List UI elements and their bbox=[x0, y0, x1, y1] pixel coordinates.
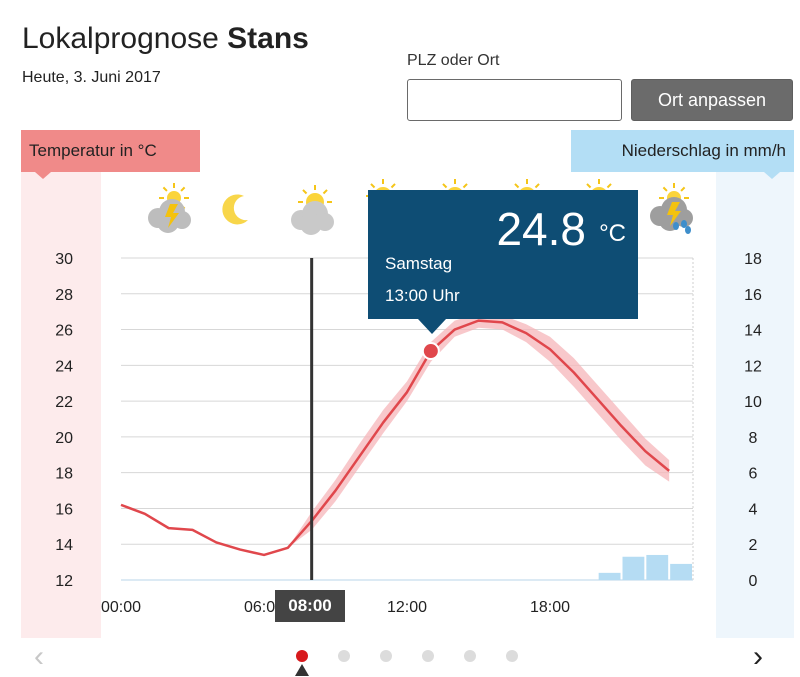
day-dot[interactable] bbox=[296, 650, 308, 662]
precipitation-tick-label: 14 bbox=[744, 323, 762, 340]
next-day-arrow-icon[interactable]: › bbox=[753, 640, 763, 673]
precipitation-tick-label: 18 bbox=[744, 251, 762, 268]
plz-label: PLZ oder Ort bbox=[407, 52, 500, 69]
active-day-caret-icon bbox=[295, 664, 309, 676]
temperature-line bbox=[120, 319, 670, 557]
precipitation-bar bbox=[646, 554, 669, 580]
temperature-tick-label: 26 bbox=[55, 323, 73, 340]
day-dot[interactable] bbox=[338, 650, 350, 662]
title-place: Stans bbox=[227, 22, 309, 55]
temperature-uncertainty-band bbox=[121, 313, 670, 555]
time-tick-label: 00:00 bbox=[101, 599, 141, 616]
temperature-tick-label: 30 bbox=[55, 251, 73, 268]
temperature-tick-label: 12 bbox=[55, 573, 73, 590]
precipitation-bar bbox=[670, 563, 692, 580]
precipitation-tick-label: 12 bbox=[744, 358, 762, 375]
precipitation-tick-label: 16 bbox=[744, 287, 762, 304]
temperature-tooltip: 24.8 °C Samstag 13:00 Uhr bbox=[368, 190, 638, 334]
page-title: Lokalprognose Stans bbox=[22, 22, 309, 56]
tooltip-value: 24.8 bbox=[496, 203, 586, 255]
temperature-tick-label: 24 bbox=[55, 358, 73, 375]
tooltip-time: 13:00 Uhr bbox=[385, 286, 460, 305]
thunderstorm-rain-icon bbox=[650, 183, 693, 234]
plz-input[interactable] bbox=[407, 79, 622, 121]
precipitation-tick-label: 8 bbox=[749, 430, 758, 447]
precipitation-tick-label: 4 bbox=[749, 501, 758, 518]
moon-icon bbox=[222, 194, 248, 225]
precipitation-tick-label: 0 bbox=[749, 573, 758, 590]
day-dot[interactable] bbox=[464, 650, 476, 662]
temperature-axis-tag: Temperatur in °C bbox=[21, 130, 200, 179]
thunderstorm-icon bbox=[148, 183, 191, 233]
temperature-tick-label: 16 bbox=[55, 501, 73, 518]
temperature-tick-label: 22 bbox=[55, 394, 73, 411]
day-dot[interactable] bbox=[422, 650, 434, 662]
precipitation-tick-label: 10 bbox=[744, 394, 762, 411]
partly-sunny-icon bbox=[291, 185, 334, 235]
time-cursor-badge[interactable]: 08:00 bbox=[275, 590, 345, 622]
temperature-tick-label: 14 bbox=[55, 537, 73, 554]
tooltip-unit: °C bbox=[599, 220, 626, 247]
precipitation-tick-label: 2 bbox=[749, 537, 758, 554]
precipitation-bar bbox=[598, 572, 621, 580]
temperature-tick-label: 28 bbox=[55, 287, 73, 304]
tooltip-day: Samstag bbox=[385, 254, 453, 273]
precipitation-axis-tag: Niederschlag in mm/h bbox=[571, 130, 794, 179]
time-tick-label: 06:00 bbox=[244, 599, 284, 616]
previous-day-arrow-icon[interactable]: ‹ bbox=[34, 640, 44, 673]
title-prefix: Lokalprognose bbox=[22, 22, 219, 55]
precipitation-tick-label: 6 bbox=[749, 466, 758, 483]
time-tick-label: 18:00 bbox=[530, 599, 570, 616]
temperature-tick-label: 18 bbox=[55, 466, 73, 483]
precipitation-axis-band bbox=[716, 130, 794, 638]
forecast-date: Heute, 3. Juni 2017 bbox=[22, 69, 161, 86]
highlight-point bbox=[421, 342, 440, 361]
precipitation-bar bbox=[622, 556, 645, 580]
temperature-axis-band bbox=[21, 130, 101, 638]
change-location-button[interactable]: Ort anpassen bbox=[631, 79, 793, 121]
day-dot[interactable] bbox=[506, 650, 518, 662]
temperature-tick-label: 20 bbox=[55, 430, 73, 447]
time-tick-label: 12:00 bbox=[387, 599, 427, 616]
day-dot[interactable] bbox=[380, 650, 392, 662]
